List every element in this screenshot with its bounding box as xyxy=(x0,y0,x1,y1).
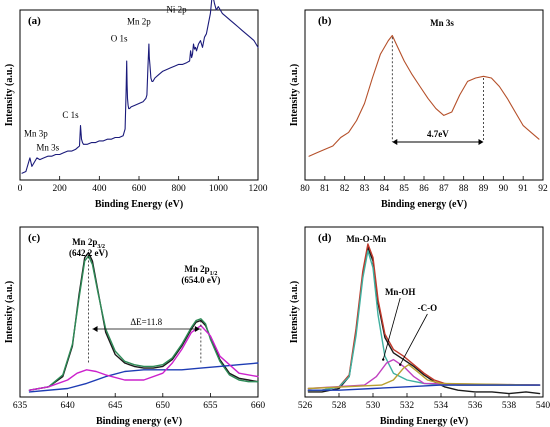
series-envelope xyxy=(307,243,541,391)
peak-label-subscript: 3/2 xyxy=(97,244,105,250)
component-pointer xyxy=(382,297,401,360)
peak-label-name: Mn 2p3/2 xyxy=(72,237,105,250)
x-tick-label: 0 xyxy=(18,184,23,194)
y-axis-label: Intensity (a.u.) xyxy=(4,281,15,344)
x-tick-label: 400 xyxy=(92,184,107,194)
series-mn-oh xyxy=(307,358,541,390)
x-tick-label: 534 xyxy=(434,401,449,411)
pointer-tip xyxy=(399,363,402,366)
x-tick-label: 84 xyxy=(380,184,390,194)
x-tick-label: 655 xyxy=(203,401,218,411)
series-mn-o-mn xyxy=(307,250,541,391)
x-tick-label: 86 xyxy=(419,184,429,194)
x-tick-label: 526 xyxy=(298,401,313,411)
arrowhead-left xyxy=(392,139,398,145)
peak-label-energy: (654.0 eV) xyxy=(181,275,220,285)
x-tick-label: 660 xyxy=(251,401,266,411)
x-tick-label: 640 xyxy=(60,401,75,411)
x-tick-label: 88 xyxy=(459,184,469,194)
x-axis-label: Binding energy (eV) xyxy=(96,416,182,427)
x-tick-label: 81 xyxy=(320,184,330,194)
component-label: -C-O xyxy=(418,303,438,313)
component-pointer xyxy=(399,313,428,365)
splitting-label: ΔE=11.8 xyxy=(130,317,162,327)
x-tick-label: 1000 xyxy=(209,184,228,194)
x-tick-label: 91 xyxy=(518,184,528,194)
arrowhead-left xyxy=(92,326,98,332)
y-axis-label: Intensity (a.u.) xyxy=(4,64,15,127)
x-axis-label: Binding Energy (eV) xyxy=(380,416,468,427)
plot-frame xyxy=(19,226,259,398)
x-tick-label: 1200 xyxy=(249,184,268,194)
x-tick-label: 538 xyxy=(502,401,517,411)
x-tick-label: 540 xyxy=(536,401,550,411)
x-tick-label: 645 xyxy=(108,401,123,411)
y-axis-label: Intensity (a.u.) xyxy=(289,281,300,344)
panel-c-mn2p-spectrum: 635 640 645 650 655 660 Binding energy (eV) Int… xyxy=(4,226,266,427)
x-axis-label: Binding energy (eV) xyxy=(381,199,467,210)
panel-d-o1s-spectrum: 526 528 530 532 534 536 538 540 Binding Energy (… xyxy=(289,226,550,427)
series--c-o xyxy=(307,364,541,390)
x-tick-label: 536 xyxy=(468,401,483,411)
x-tick-label: 530 xyxy=(366,401,381,411)
x-tick-label: 650 xyxy=(156,401,171,411)
component-label: Mn-O-Mn xyxy=(346,234,386,244)
y-axis-label: Intensity (a.u.) xyxy=(289,64,300,127)
peak-label: Mn 2p xyxy=(127,16,151,26)
x-tick-label: 87 xyxy=(439,184,449,194)
arrowhead-right xyxy=(194,326,200,332)
peak-label: C 1s xyxy=(62,110,79,120)
x-tick-label: 532 xyxy=(400,401,415,411)
peak-label: Mn 3p xyxy=(24,129,48,139)
series-background xyxy=(307,384,541,391)
peak-label: O 1s xyxy=(111,33,128,43)
x-tick-label: 83 xyxy=(360,184,370,194)
chart-title: Mn 3s xyxy=(430,18,454,28)
series-background xyxy=(28,362,259,393)
x-tick-label: 635 xyxy=(13,401,28,411)
peak-label: Mn 3s xyxy=(36,143,59,153)
x-tick-label: 80 xyxy=(300,184,310,194)
panel-b-mn3s-spectrum: 80 81 82 83 84 85 86 87 88 89 90 91 92 Binding energy… xyxy=(289,9,548,210)
x-tick-label: 600 xyxy=(132,184,147,194)
x-tick-label: 800 xyxy=(172,184,187,194)
pointer-tip xyxy=(382,358,385,361)
series-fit xyxy=(28,255,259,391)
x-tick-label: 528 xyxy=(332,401,347,411)
arrowhead-right xyxy=(478,139,484,145)
x-tick-label: 85 xyxy=(399,184,409,194)
x-tick-label: 89 xyxy=(479,184,489,194)
panel-label: (c) xyxy=(28,232,41,244)
splitting-label: 4.7eV xyxy=(427,129,449,139)
peak-label: Ni 2p xyxy=(166,5,187,15)
peak-label-subscript: 1/2 xyxy=(210,271,218,277)
panel-label: (b) xyxy=(318,15,332,27)
panel-label: (d) xyxy=(318,232,332,244)
x-tick-label: 92 xyxy=(538,184,548,194)
panel-a-survey-spectrum: 0 200 400 600 800 1000 1200 Binding Energy (eV)… xyxy=(4,0,268,210)
plot-frame xyxy=(304,226,544,398)
series-component xyxy=(28,324,259,391)
x-tick-label: 82 xyxy=(340,184,350,194)
component-label: Mn-OH xyxy=(385,287,416,297)
plot-frame xyxy=(304,9,544,181)
panel-label: (a) xyxy=(28,15,41,27)
x-tick-label: 90 xyxy=(499,184,509,194)
peak-label-energy: (642.2 eV) xyxy=(69,248,108,258)
peak-label-name: Mn 2p1/2 xyxy=(184,264,217,277)
series-line xyxy=(308,34,540,157)
series-line xyxy=(21,0,259,174)
x-tick-label: 200 xyxy=(53,184,68,194)
x-axis-label: Binding Energy (eV) xyxy=(95,199,183,210)
